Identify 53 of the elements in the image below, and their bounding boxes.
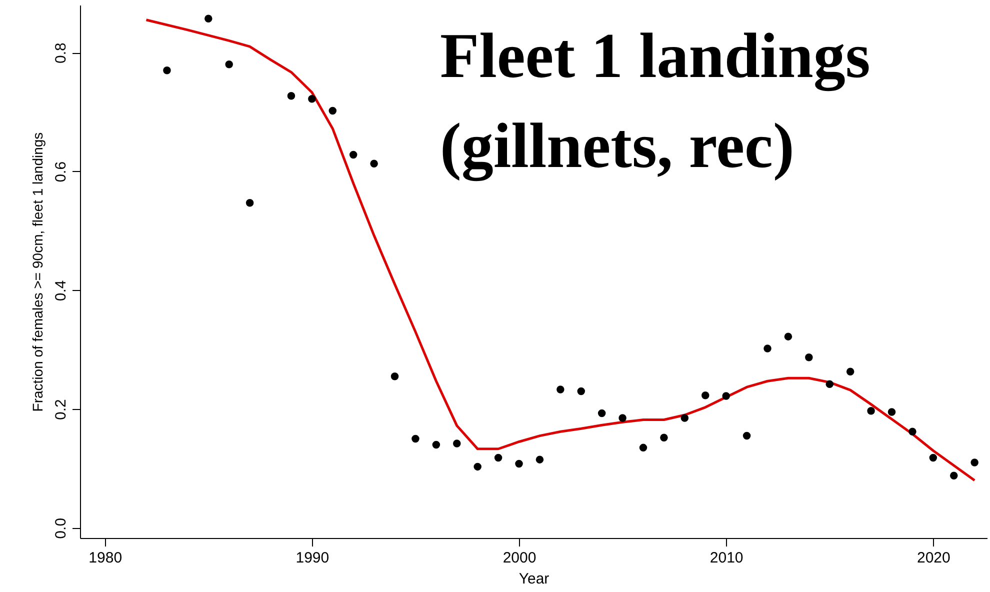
point	[287, 92, 296, 100]
point	[556, 386, 564, 394]
y-tick-label: 0.6	[52, 161, 70, 182]
point	[867, 406, 875, 415]
point	[722, 392, 730, 400]
annotation: Fleet 1 landings	[440, 20, 870, 92]
point	[390, 372, 399, 380]
point	[163, 66, 171, 74]
point	[246, 199, 254, 207]
point	[929, 454, 938, 462]
point	[536, 456, 544, 464]
point	[639, 444, 648, 452]
point	[908, 428, 916, 436]
y-tick-label: 0.8	[52, 42, 70, 64]
y-axis-title: Fraction of females >= 90cm, fleet 1 landings	[30, 132, 46, 412]
x-tick-label: 2020	[916, 550, 950, 566]
point	[805, 353, 813, 362]
y-tick-label: 0.0	[52, 518, 70, 539]
point	[598, 409, 606, 418]
x-tick-label: 1990	[296, 550, 330, 566]
line-series	[145, 18, 976, 482]
x-axis-title: Year	[518, 570, 550, 588]
point	[618, 414, 626, 422]
point	[432, 440, 440, 449]
point	[702, 392, 710, 400]
point	[784, 332, 792, 340]
point	[826, 380, 834, 388]
point	[204, 14, 212, 23]
point	[660, 434, 668, 442]
point	[742, 432, 751, 440]
y-tick-label: 0.4	[52, 280, 70, 302]
annotation: (gillnets, rec)	[440, 110, 794, 182]
point	[888, 408, 896, 416]
point	[453, 440, 461, 448]
x-tick-label: 1980	[88, 550, 122, 566]
point	[328, 106, 337, 115]
point	[970, 458, 978, 466]
point	[515, 460, 523, 468]
point	[577, 387, 585, 396]
point	[494, 454, 502, 462]
x-tick-label: 2010	[710, 550, 744, 566]
point	[764, 344, 772, 352]
point	[846, 368, 854, 376]
point	[680, 414, 689, 422]
point	[412, 434, 420, 443]
point	[370, 160, 378, 168]
point	[474, 462, 482, 471]
point	[950, 472, 958, 480]
y-tick-label: 0.2	[52, 399, 70, 420]
x-tick-label: 2000	[502, 550, 536, 566]
point	[225, 60, 233, 68]
point	[349, 150, 358, 159]
point	[308, 95, 316, 103]
